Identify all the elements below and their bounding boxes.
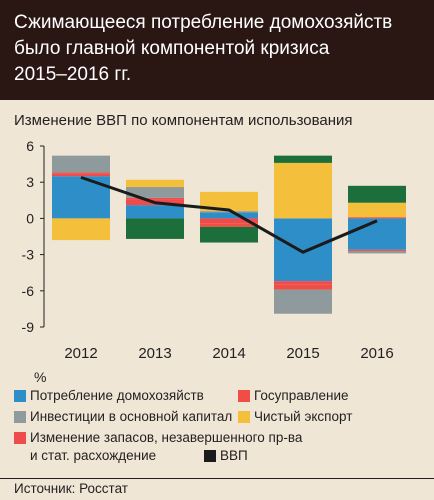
legend-swatch xyxy=(238,390,250,402)
footer-divider xyxy=(0,478,434,479)
bar-segment-2012-2 xyxy=(52,172,110,174)
x-tick-label: 2016 xyxy=(360,345,393,362)
legend-label: Чистый экспорт xyxy=(254,409,353,424)
bar-segment-2013-0 xyxy=(126,205,184,219)
bar-segment-2015-5 xyxy=(274,155,332,163)
legend-swatch xyxy=(14,411,26,423)
bar-segment-2012-0 xyxy=(52,176,110,219)
bar-segment-2016-4 xyxy=(348,202,406,218)
bar-segment-2014-2 xyxy=(200,223,258,227)
bar-segment-2012-3 xyxy=(52,155,110,173)
bar-segment-2014-3 xyxy=(200,211,258,213)
chart-title: Сжимающееся потребление домохозяйств был… xyxy=(14,10,424,88)
chart-subtitle: Изменение ВВП по компонентам использован… xyxy=(14,112,353,129)
y-axis-unit-label: % xyxy=(34,369,47,385)
bar-segment-2012-4 xyxy=(52,218,110,241)
gdp-components-chart: 6 3 0 -3 -6 -9 2012 2013 2014 2015 2016 xyxy=(22,138,406,362)
y-tick-label: -9 xyxy=(22,319,35,335)
legend-swatch xyxy=(14,390,26,402)
bar-segment-2013-5 xyxy=(126,218,184,239)
legend-label: Госуправление xyxy=(254,388,349,403)
bar-segment-2012-1 xyxy=(52,173,110,177)
bar-segment-2016-5 xyxy=(348,185,406,203)
bar-segment-2014-4 xyxy=(200,191,258,212)
title-banner: Сжимающееся потребление домохозяйств был… xyxy=(0,0,434,100)
title-line: было главной компонентой кризиса xyxy=(14,38,330,59)
bar-segment-2015-4 xyxy=(274,162,332,219)
y-tick-label: 3 xyxy=(26,174,34,190)
bar-segment-2014-1 xyxy=(200,218,258,224)
bar-segment-2013-3 xyxy=(126,187,184,198)
x-tick-label: 2012 xyxy=(64,345,97,362)
source-note: Источник: Росстат xyxy=(14,481,128,496)
y-tick-label: -3 xyxy=(22,247,35,263)
bar-segment-2014-5 xyxy=(200,226,258,243)
x-tick-label: 2014 xyxy=(212,345,245,362)
title-line: Сжимающееся потребление домохозяйств xyxy=(14,12,393,33)
y-tick-label: 0 xyxy=(26,210,34,226)
legend-label: Инвестиции в основной капитал xyxy=(30,409,233,424)
legend-label-continued: и стат. расхождение xyxy=(30,448,157,463)
bar-segment-2013-4 xyxy=(126,179,184,188)
title-line: 2015–2016 гг. xyxy=(14,64,132,85)
bar-segment-2016-3 xyxy=(348,250,406,254)
bar-segment-2016-1 xyxy=(348,217,406,219)
legend-swatch xyxy=(238,411,250,423)
bar-segment-2015-0 xyxy=(274,218,332,282)
legend-swatch xyxy=(204,450,216,462)
bar-segment-2016-2 xyxy=(348,249,406,251)
bar-segment-2015-2 xyxy=(274,284,332,290)
legend-swatch xyxy=(14,432,26,444)
x-tick-label: 2015 xyxy=(286,345,319,362)
x-tick-label: 2013 xyxy=(138,345,171,362)
bar-segment-2015-3 xyxy=(274,289,332,314)
bar-segment-2015-1 xyxy=(274,281,332,285)
legend-label: Изменение запасов, незавершенного пр-ва xyxy=(30,430,303,445)
y-tick-label: 6 xyxy=(26,138,34,154)
bar-segment-2014-0 xyxy=(200,212,258,219)
bar-segment-2013-2 xyxy=(126,197,184,200)
y-tick-label: -6 xyxy=(22,283,35,299)
legend-label: ВВП xyxy=(220,448,248,463)
legend-label: Потребление домохозяйств xyxy=(30,388,204,403)
bar-segment-2016-0 xyxy=(348,218,406,250)
